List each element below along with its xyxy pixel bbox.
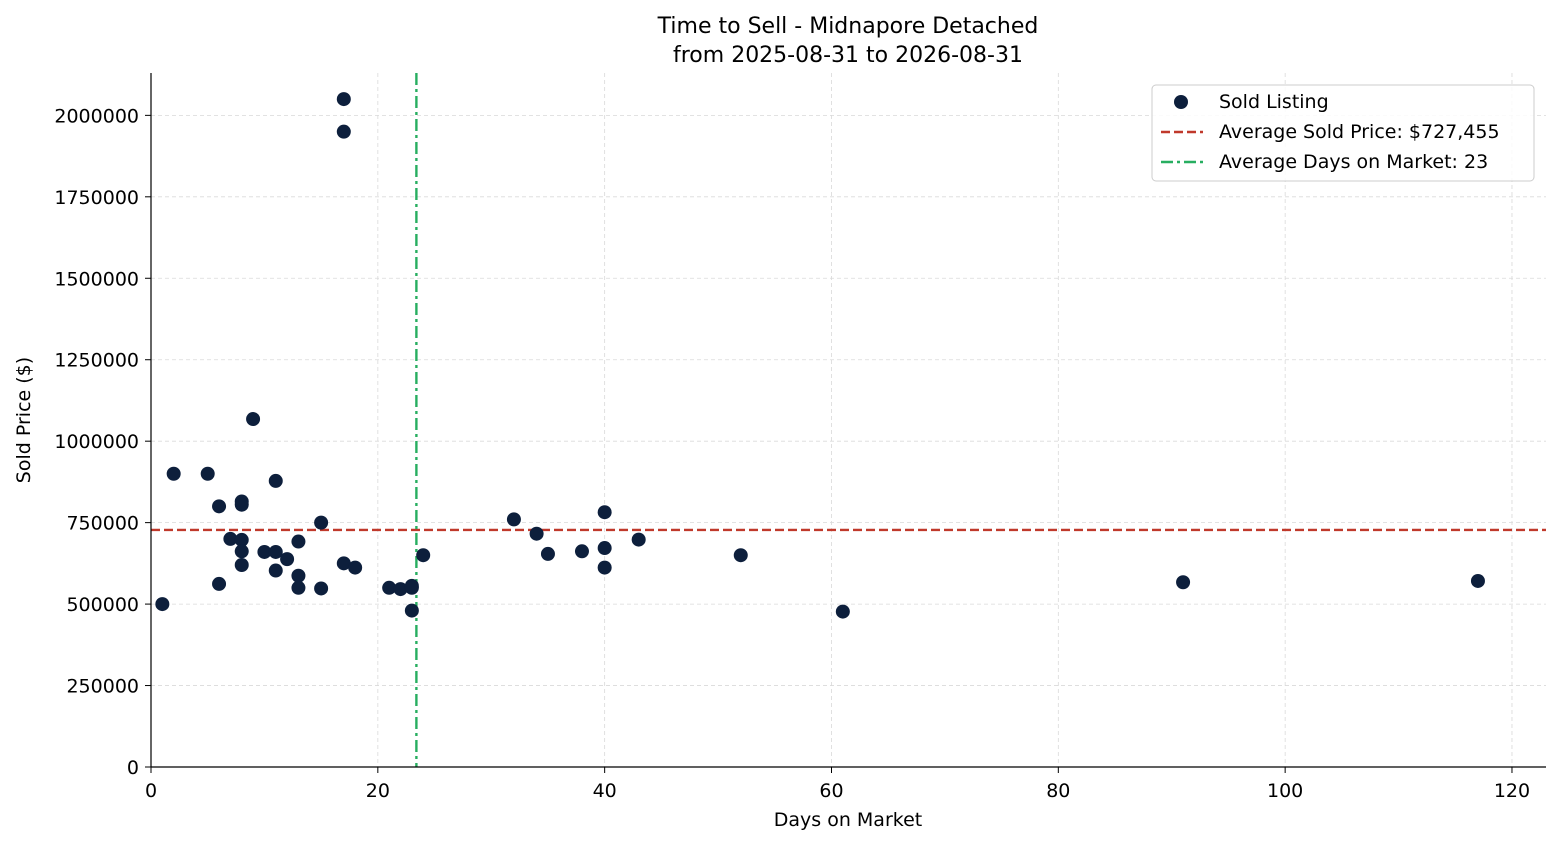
data-point	[234, 557, 249, 572]
x-tick-label: 80	[1046, 780, 1070, 802]
data-point	[268, 473, 283, 488]
y-tick-label: 1750000	[54, 187, 139, 209]
data-point	[348, 560, 363, 575]
data-point	[268, 563, 283, 578]
data-point	[257, 544, 272, 559]
y-axis-label: Sold Price ($)	[13, 357, 35, 483]
x-tick-label: 20	[366, 780, 390, 802]
y-tick-label: 0	[127, 757, 139, 779]
data-point	[336, 556, 351, 571]
data-point	[212, 576, 227, 591]
data-point	[597, 560, 612, 575]
data-point	[314, 581, 329, 596]
data-point	[234, 544, 249, 559]
data-point	[404, 603, 419, 618]
data-point	[234, 532, 249, 547]
data-point	[1176, 575, 1191, 590]
data-point	[336, 124, 351, 139]
legend-label-avg-price: Average Sold Price: $727,455	[1219, 121, 1500, 143]
data-point	[574, 544, 589, 559]
data-point	[393, 582, 408, 597]
data-point	[733, 548, 748, 563]
y-tick-label: 1250000	[54, 350, 139, 372]
data-point	[291, 534, 306, 549]
data-point	[280, 552, 295, 567]
data-point	[291, 568, 306, 583]
data-point	[506, 512, 521, 527]
x-tick-label: 40	[593, 780, 617, 802]
reference-lines	[151, 73, 1546, 767]
data-point	[314, 515, 329, 530]
y-tick-label: 1500000	[54, 268, 139, 290]
y-tick-label: 500000	[66, 594, 139, 616]
data-point	[291, 580, 306, 595]
axes	[150, 73, 1546, 768]
data-point	[166, 466, 181, 481]
data-point	[404, 578, 419, 593]
legend-marker-sold-listing	[1174, 95, 1188, 109]
data-point	[382, 580, 397, 595]
legend-label-avg-days: Average Days on Market: 23	[1219, 151, 1488, 173]
y-tick-label: 2000000	[54, 105, 139, 127]
data-point	[529, 526, 544, 541]
x-tick-label: 0	[145, 780, 157, 802]
data-points	[155, 92, 1485, 619]
data-point	[597, 505, 612, 520]
x-tick-label: 60	[819, 780, 843, 802]
legend-label-sold-listing: Sold Listing	[1219, 91, 1329, 113]
y-tick-label: 1000000	[54, 431, 139, 453]
data-point	[1470, 573, 1485, 588]
y-tick-label: 750000	[66, 513, 139, 535]
data-point	[416, 548, 431, 563]
x-axis-label: Days on Market	[774, 809, 922, 831]
data-point	[212, 499, 227, 514]
y-tick-label: 250000	[66, 676, 139, 698]
x-tick-label: 100	[1267, 780, 1303, 802]
chart-subtitle: from 2025-08-31 to 2026-08-31	[673, 43, 1023, 68]
data-point	[835, 604, 850, 619]
data-point	[631, 532, 646, 547]
x-tick-label: 120	[1494, 780, 1530, 802]
data-point	[597, 541, 612, 556]
data-point	[540, 546, 555, 561]
legend: Sold Listing Average Sold Price: $727,45…	[1151, 84, 1535, 182]
x-ticks: 0 20 40 60 80 100 120	[145, 767, 1530, 802]
chart-title: Time to Sell - Midnapore Detached	[657, 14, 1039, 39]
data-point	[234, 497, 249, 512]
data-point	[155, 597, 170, 612]
data-point	[223, 531, 238, 546]
legend-box	[1151, 84, 1535, 182]
y-ticks: 0 250000 500000 750000 1000000 1250000 1500000…	[54, 105, 151, 779]
data-point	[246, 412, 261, 427]
data-point	[336, 92, 351, 107]
data-point	[200, 466, 215, 481]
data-point	[268, 544, 283, 559]
